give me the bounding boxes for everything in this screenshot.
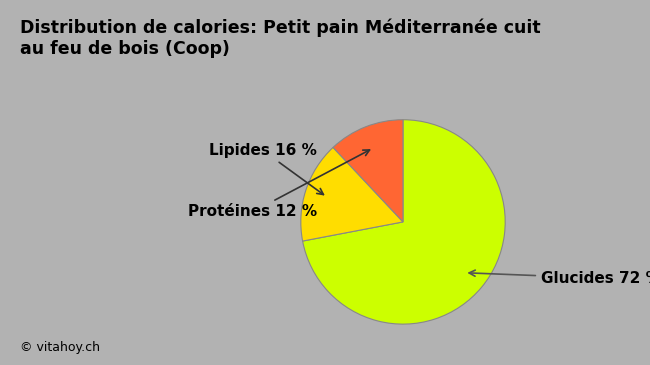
Text: Lipides 16 %: Lipides 16 % bbox=[209, 143, 324, 195]
Text: Protéines 12 %: Protéines 12 % bbox=[188, 150, 370, 219]
Text: © vitahoy.ch: © vitahoy.ch bbox=[20, 341, 99, 354]
Wedge shape bbox=[303, 120, 505, 324]
Wedge shape bbox=[333, 120, 403, 222]
Text: Glucides 72 %: Glucides 72 % bbox=[469, 270, 650, 286]
Wedge shape bbox=[301, 147, 403, 241]
Text: Distribution de calories: Petit pain Méditerranée cuit
au feu de bois (Coop): Distribution de calories: Petit pain Méd… bbox=[20, 18, 540, 58]
